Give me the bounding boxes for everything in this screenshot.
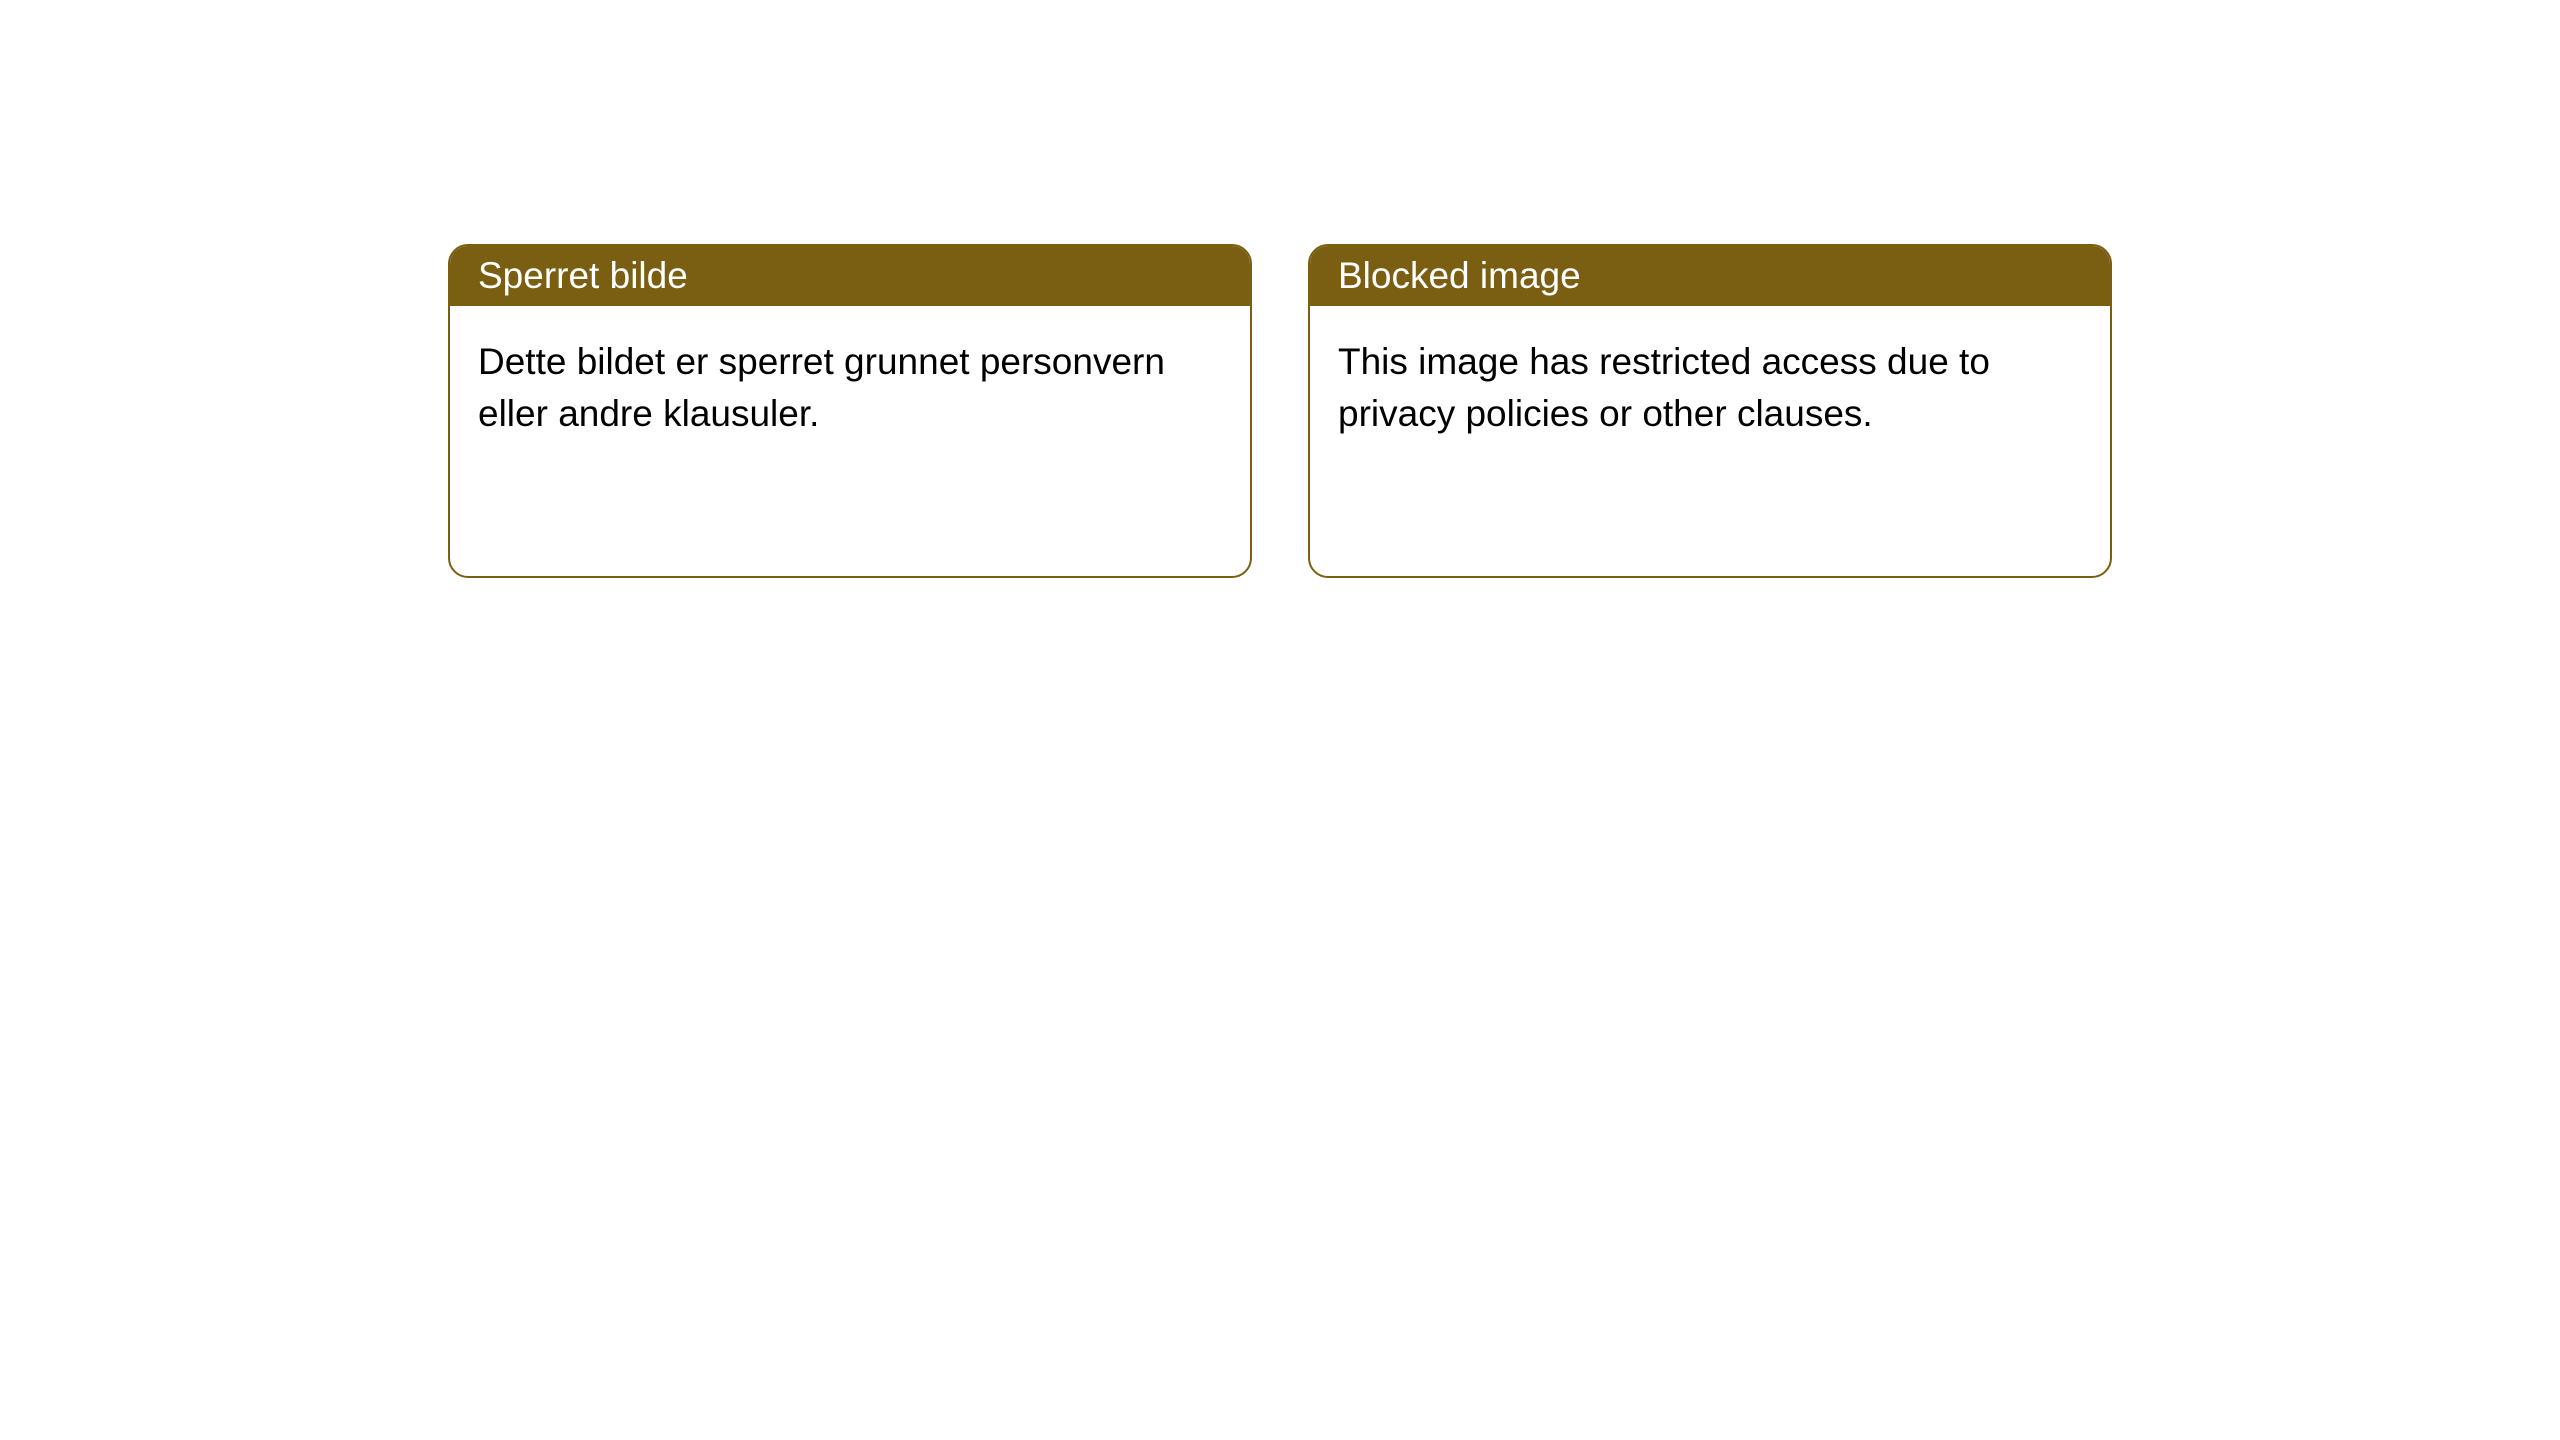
- notice-title: Sperret bilde: [478, 255, 688, 297]
- notice-body-text: This image has restricted access due to …: [1338, 341, 1990, 434]
- notice-card-norwegian: Sperret bilde Dette bildet er sperret gr…: [448, 244, 1252, 578]
- notice-body-text: Dette bildet er sperret grunnet personve…: [478, 341, 1165, 434]
- notice-header: Blocked image: [1310, 246, 2110, 306]
- notice-body: This image has restricted access due to …: [1310, 306, 2110, 470]
- notice-header: Sperret bilde: [450, 246, 1250, 306]
- notice-body: Dette bildet er sperret grunnet personve…: [450, 306, 1250, 470]
- notice-title: Blocked image: [1338, 255, 1581, 297]
- notice-card-english: Blocked image This image has restricted …: [1308, 244, 2112, 578]
- notice-container: Sperret bilde Dette bildet er sperret gr…: [0, 0, 2560, 578]
